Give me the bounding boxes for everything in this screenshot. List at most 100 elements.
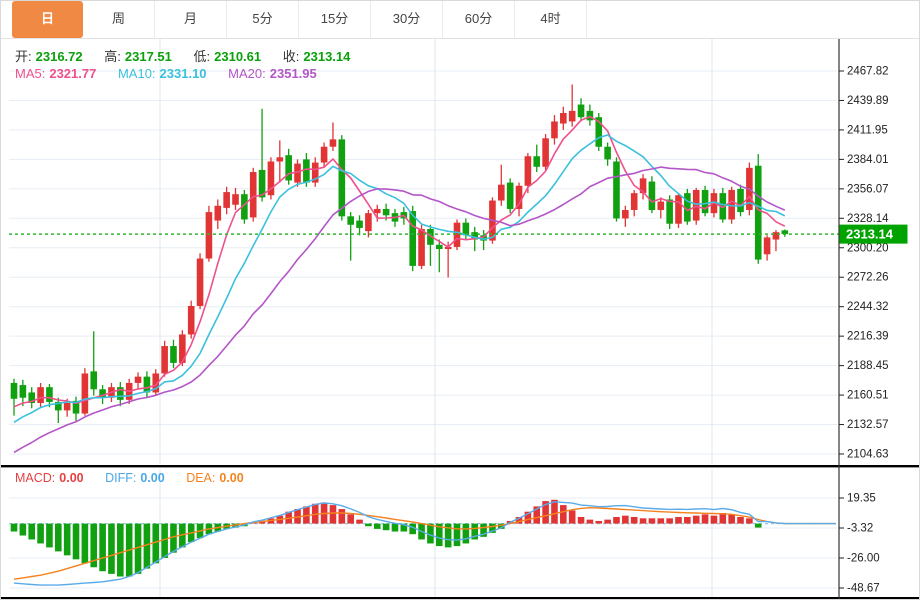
last-price-tag <box>839 224 908 244</box>
candle-body <box>471 232 479 240</box>
macd-histogram-bar <box>462 523 470 544</box>
price-axis-label: 2244.32 <box>847 301 889 313</box>
macd-histogram-bar <box>453 523 461 547</box>
open-label: 开: <box>15 49 32 64</box>
macd-histogram-bar <box>489 523 496 533</box>
candle-body <box>515 185 523 209</box>
candle-body <box>19 385 27 398</box>
macd-histogram-bar <box>391 523 399 532</box>
macd-histogram-bar <box>373 523 381 529</box>
macd-histogram-bar <box>630 516 638 524</box>
candle-body <box>241 194 248 220</box>
ma5-label: MA5: <box>15 66 46 81</box>
macd-histogram-bar <box>498 523 505 529</box>
macd-histogram-bar <box>81 523 89 564</box>
dea-line <box>13 506 836 580</box>
candle-body <box>303 159 310 183</box>
candle-body <box>435 244 443 250</box>
macd-histogram-bar <box>10 523 18 532</box>
dea-value: 0.00 <box>219 471 244 485</box>
macd-histogram-bar <box>329 505 337 524</box>
macd-histogram-bar <box>595 520 603 524</box>
candle-body <box>81 373 89 414</box>
candle-body <box>143 376 151 393</box>
price-axis-label: 2300.20 <box>847 242 889 254</box>
tab-15min[interactable]: 15分 <box>299 1 371 38</box>
macd-histogram-bar <box>170 523 177 553</box>
pane-separator <box>1 465 919 468</box>
low-label: 低: <box>193 49 211 64</box>
candle-body <box>90 371 98 390</box>
macd-histogram-bar <box>382 523 390 531</box>
macd-histogram-bar <box>365 523 372 527</box>
candle-body <box>568 110 576 122</box>
candle-body <box>382 208 390 216</box>
candle-body <box>365 213 372 232</box>
macd-histogram-bar <box>90 523 98 568</box>
candle-body <box>781 230 789 235</box>
candle-body <box>701 189 709 214</box>
macd-axis-label: -26.00 <box>847 553 880 565</box>
macd-histogram-bar <box>258 520 266 524</box>
macd-histogram-bar <box>560 505 567 524</box>
tab-week[interactable]: 周 <box>83 1 155 38</box>
price-axis-label: 2411.95 <box>847 124 888 136</box>
candle-body <box>347 216 354 225</box>
tab-4hour[interactable]: 4时 <box>515 1 587 38</box>
candle-body <box>46 387 53 402</box>
candle-body <box>524 156 532 186</box>
ma10-value: 2331.10 <box>159 66 207 81</box>
candle-body <box>329 139 337 147</box>
macd-histogram-bar <box>161 523 168 559</box>
macd-histogram-bar <box>347 514 354 524</box>
macd-value: 0.00 <box>59 471 84 485</box>
candle-body <box>232 194 239 205</box>
candle-body <box>657 201 665 211</box>
candle-body <box>311 162 319 183</box>
price-axis-label: 2356.07 <box>847 183 889 195</box>
price-axis-label: 2104.63 <box>847 449 889 461</box>
macd-histogram-bar <box>471 523 479 540</box>
candle-body <box>586 110 594 121</box>
ma5-value: 2321.77 <box>49 66 97 81</box>
macd-histogram-bar <box>338 509 346 524</box>
macd-axis-label: -48.67 <box>847 583 880 595</box>
macd-axis-label: -3.32 <box>847 522 873 534</box>
tab-month[interactable]: 月 <box>155 1 227 38</box>
macd-histogram-bar <box>648 518 656 524</box>
macd-histogram-bar <box>737 516 744 524</box>
macd-histogram-bar <box>63 523 71 556</box>
candle-body <box>249 172 257 218</box>
macd-histogram-bar <box>684 516 691 524</box>
ma20-label: MA20: <box>228 66 266 81</box>
macd-histogram-bar <box>435 523 443 547</box>
tab-day[interactable]: 日 <box>12 1 83 38</box>
candle-body <box>338 139 346 217</box>
candle-body <box>55 401 62 411</box>
macd-histogram-bar <box>719 513 727 524</box>
candle-body <box>577 104 585 118</box>
high-label: 高: <box>104 49 121 64</box>
macd-histogram-bar <box>728 514 735 524</box>
candle-body <box>152 373 160 393</box>
candle-body <box>462 222 470 236</box>
candle-body <box>179 334 186 363</box>
candle-body <box>409 211 416 266</box>
macd-histogram-bar <box>568 510 576 524</box>
macd-histogram-bar <box>710 515 718 524</box>
macd-histogram-bar <box>179 523 186 548</box>
candle-body <box>37 387 44 403</box>
candle-body <box>170 346 177 363</box>
macd-histogram-bar <box>754 523 762 528</box>
close-label: 收: <box>282 49 300 64</box>
candle-body <box>719 193 727 220</box>
candle-body <box>551 121 558 139</box>
candle-body <box>72 400 80 414</box>
tab-60min[interactable]: 60分 <box>443 1 515 38</box>
macd-histogram-bar <box>657 518 665 524</box>
candle-body <box>320 146 328 163</box>
tab-5min[interactable]: 5分 <box>227 1 299 38</box>
tab-30min[interactable]: 30分 <box>371 1 443 38</box>
macd-histogram-bar <box>55 523 62 552</box>
